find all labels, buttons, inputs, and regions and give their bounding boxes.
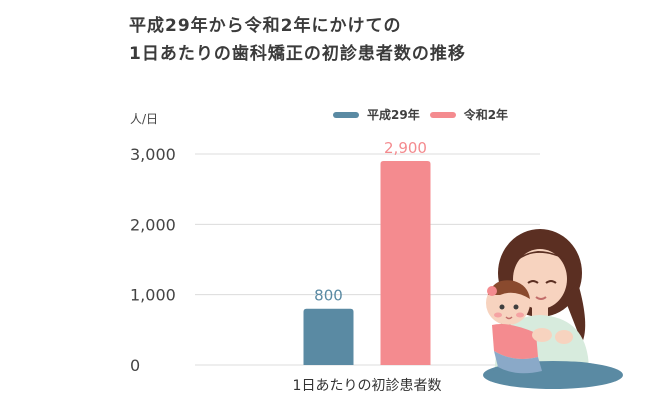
- chart-title: 平成29年から令和2年にかけての 1日あたりの歯科矯正の初診患者数の推移: [129, 12, 466, 68]
- legend-swatch-reiwa2: [429, 111, 456, 118]
- bar-reiwa2: [380, 161, 431, 365]
- y-tick-label: 2,000: [130, 215, 176, 234]
- data-label: 800: [314, 287, 343, 305]
- legend-swatch-heisei29: [333, 111, 359, 118]
- legend-item-heisei29: 平成29年: [333, 106, 420, 123]
- legend-item-reiwa2: 令和2年: [429, 106, 509, 123]
- y-tick-label: 1,000: [130, 286, 176, 305]
- x-category-label: 1日あたりの初診患者数: [293, 377, 442, 394]
- mother-and-baby-illustration: [483, 229, 623, 389]
- y-tick-label: 0: [130, 356, 140, 375]
- chart-title-line-2: 1日あたりの歯科矯正の初診患者数の推移: [129, 44, 466, 64]
- y-axis-unit-label: 人/日: [130, 112, 159, 126]
- data-label: 2,900: [384, 139, 427, 157]
- legend-label-reiwa2: 令和2年: [463, 108, 509, 122]
- bar-heisei29: [303, 308, 354, 365]
- chart-title-line-1: 平成29年から令和2年にかけての: [129, 16, 402, 36]
- legend-label-heisei29: 平成29年: [367, 108, 420, 122]
- y-tick-label: 3,000: [130, 145, 176, 164]
- chart-legend: 平成29年 令和2年: [333, 106, 508, 123]
